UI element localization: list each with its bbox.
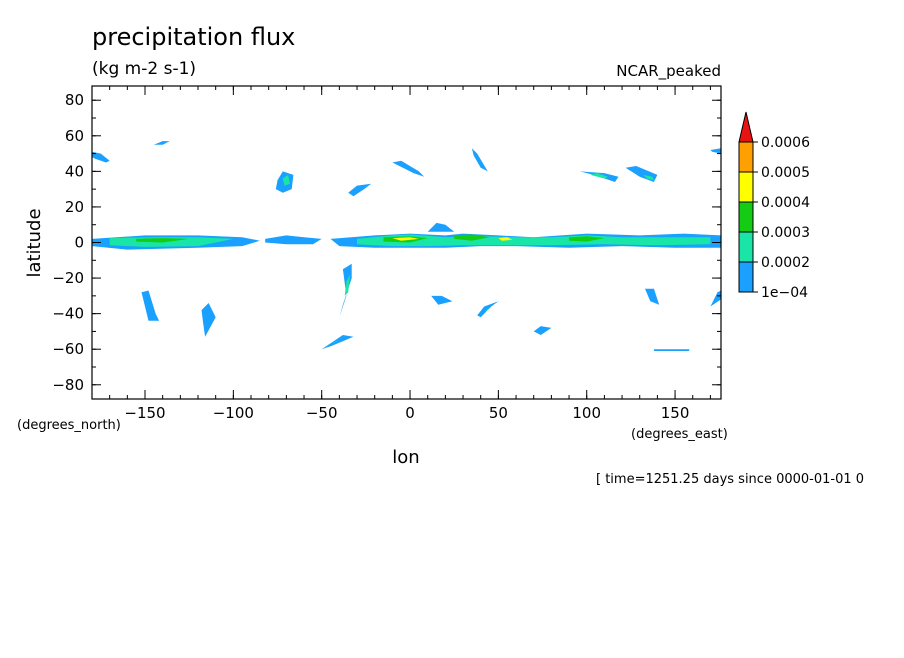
contour-region-30 bbox=[431, 295, 453, 305]
contour-region-7 bbox=[454, 234, 490, 241]
colorbar-label: 0.0004 bbox=[761, 195, 810, 211]
colorbar-label: 0.0005 bbox=[761, 165, 810, 181]
contour-region-35 bbox=[653, 349, 690, 351]
y-axis-label: latitude bbox=[24, 208, 45, 277]
chart-units: (kg m-2 s-1) bbox=[92, 59, 196, 79]
colorbar-swatch-2 bbox=[738, 201, 754, 233]
x-tick-label: 50 bbox=[489, 404, 508, 422]
contour-region-24 bbox=[339, 263, 352, 318]
contour-region-15 bbox=[282, 174, 290, 186]
contour-region-5 bbox=[357, 234, 711, 247]
x-tick-label: −150 bbox=[124, 404, 165, 422]
x-tick-label: −100 bbox=[213, 404, 254, 422]
time-note: [ time=1251.25 days since 0000-01-01 0 bbox=[596, 472, 864, 487]
contour-region-33 bbox=[533, 326, 552, 335]
x-tick-label: 0 bbox=[405, 404, 415, 422]
y-tick-label: 40 bbox=[65, 162, 84, 180]
contour-region-19 bbox=[579, 171, 619, 182]
contour-region-29 bbox=[330, 340, 340, 344]
contour-region-27 bbox=[201, 303, 216, 337]
contour-region-20 bbox=[590, 173, 608, 179]
colorbar-label: 0.0006 bbox=[761, 135, 810, 151]
colorbar-overflow-arrow bbox=[738, 111, 754, 143]
contour-region-8 bbox=[569, 236, 605, 242]
contour-region-36 bbox=[710, 290, 721, 307]
colorbar-label: 1e−04 bbox=[761, 285, 808, 301]
y-tick-label: 0 bbox=[74, 234, 84, 252]
colorbar-swatch-4 bbox=[738, 141, 754, 173]
contour-region-9 bbox=[392, 237, 419, 241]
contour-region-12 bbox=[92, 151, 110, 163]
y-tick-label: −40 bbox=[52, 305, 84, 323]
y-tick-label: −60 bbox=[52, 340, 84, 358]
x-axis: −150 −100 −50 0 50 100 150 bbox=[91, 86, 711, 422]
colorbar-swatch-1 bbox=[738, 231, 754, 263]
contour-region-17 bbox=[392, 160, 425, 177]
contour-region-23 bbox=[710, 148, 721, 154]
contour-region-16 bbox=[348, 183, 372, 197]
y-tick-label: 80 bbox=[65, 91, 84, 109]
y-axis: −80 −60 −40 −20 0 20 40 60 80 bbox=[52, 91, 721, 394]
contour-fill-layer bbox=[92, 141, 721, 351]
contour-region-26 bbox=[141, 290, 160, 321]
colorbar: 1e−04 0.0002 0.0003 0.0004 0.0005 0.0006 bbox=[738, 111, 810, 301]
y-tick-label: 20 bbox=[65, 198, 84, 216]
x-tick-label: 150 bbox=[661, 404, 690, 422]
y-axis-units: (degrees_north) bbox=[17, 418, 121, 433]
contour-region-28 bbox=[321, 335, 354, 350]
contour-region-3 bbox=[265, 235, 322, 245]
x-axis-label: lon bbox=[392, 447, 419, 468]
y-tick-label: 60 bbox=[65, 127, 84, 145]
x-tick-label: −50 bbox=[306, 404, 338, 422]
contour-region-2 bbox=[136, 238, 190, 243]
colorbar-swatch-3 bbox=[738, 171, 754, 203]
x-tick-label: 100 bbox=[572, 404, 601, 422]
colorbar-label: 0.0003 bbox=[761, 225, 810, 241]
contour-region-11 bbox=[427, 222, 455, 232]
x-axis-units: (degrees_east) bbox=[631, 427, 728, 442]
contour-region-18 bbox=[471, 148, 488, 172]
contour-region-34 bbox=[645, 288, 660, 305]
colormap-name: NCAR_peaked bbox=[616, 62, 721, 81]
colorbar-label: 0.0002 bbox=[761, 255, 810, 271]
y-tick-label: −80 bbox=[52, 376, 84, 394]
contour-region-10 bbox=[498, 237, 513, 241]
chart-title: precipitation flux bbox=[92, 23, 295, 51]
contour-region-22 bbox=[643, 174, 654, 181]
contour-region-25 bbox=[344, 274, 350, 296]
contour-region-13 bbox=[153, 141, 170, 145]
colorbar-swatch-0 bbox=[738, 261, 754, 293]
contour-region-32 bbox=[484, 306, 492, 312]
y-tick-label: −20 bbox=[52, 269, 84, 287]
